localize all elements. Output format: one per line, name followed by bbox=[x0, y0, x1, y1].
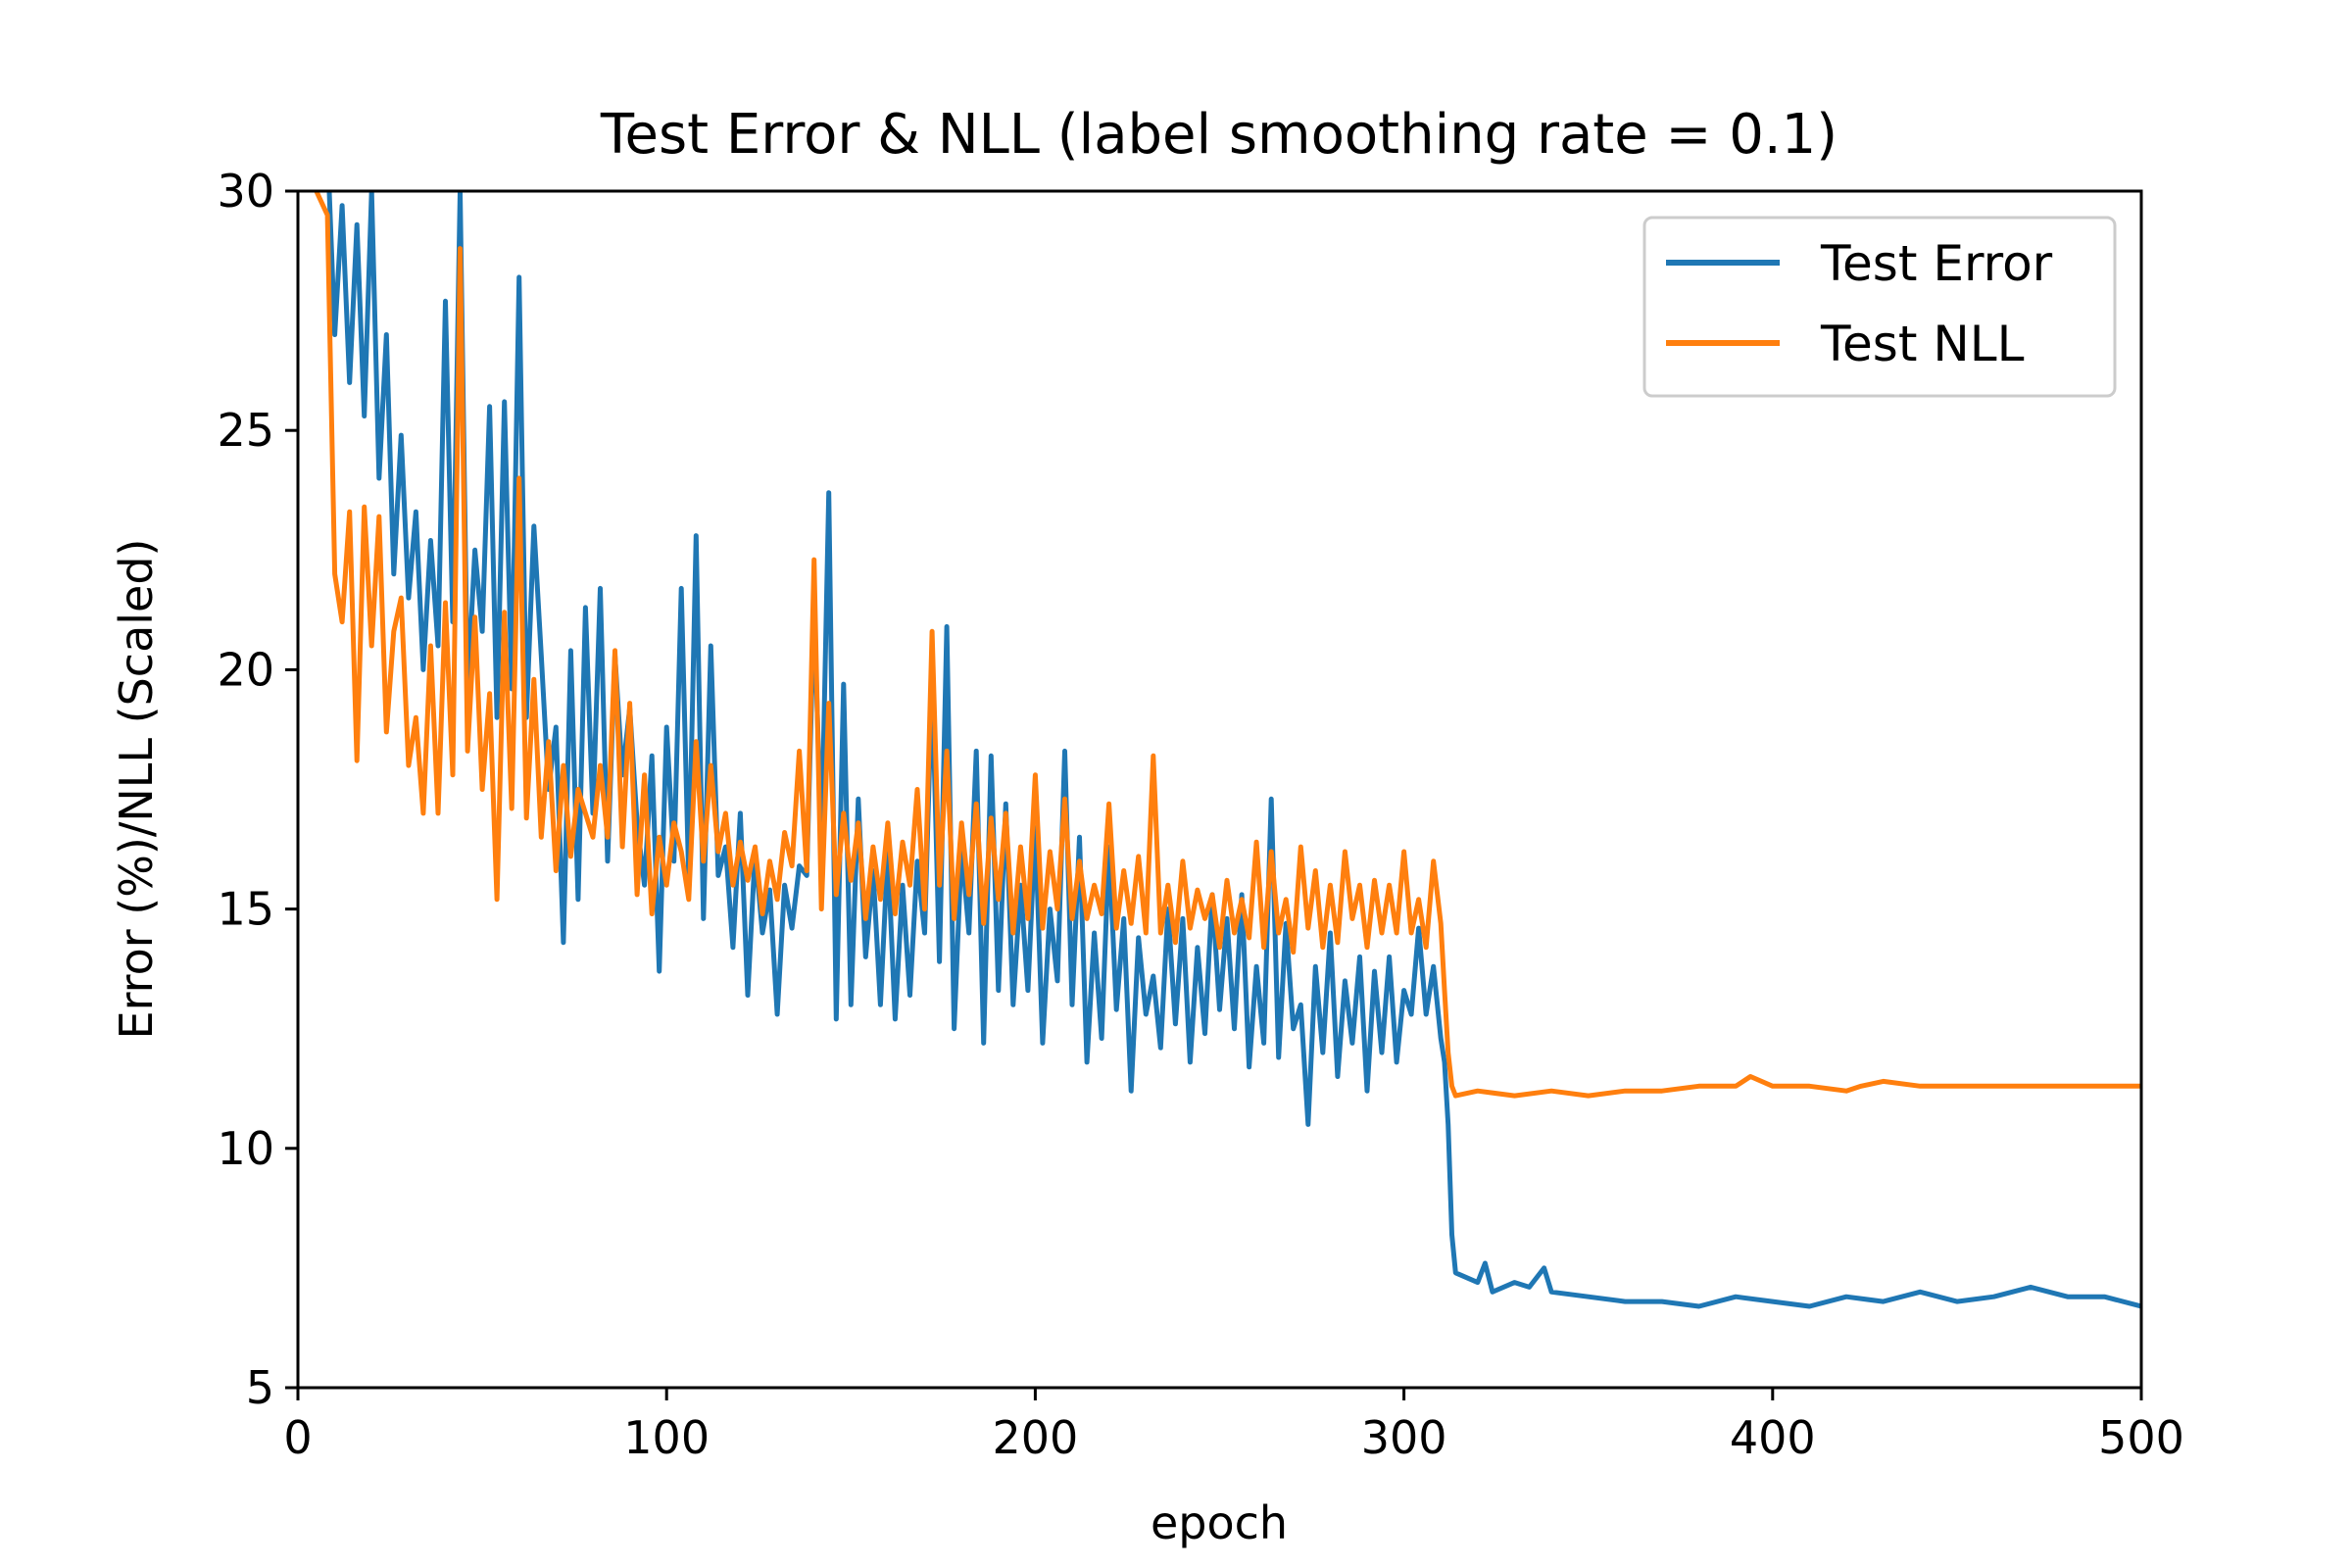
x-axis: 0 100 200 300 400 500 bbox=[283, 1388, 2184, 1464]
x-axis-label: epoch bbox=[1151, 1496, 1288, 1549]
x-tick-label: 0 bbox=[283, 1411, 312, 1464]
y-tick-label: 25 bbox=[217, 404, 274, 457]
legend-label-test-nll: Test NLL bbox=[1820, 316, 2025, 372]
x-tick-label: 300 bbox=[1361, 1411, 1447, 1464]
y-tick-label: 10 bbox=[217, 1122, 274, 1175]
x-tick-label: 200 bbox=[992, 1411, 1078, 1464]
y-axis-label: Error (%)/NLL (Scaled) bbox=[110, 539, 163, 1040]
series-line-test-error bbox=[326, 191, 2141, 1309]
chart-title: Test Error & NLL (label smoothing rate =… bbox=[600, 103, 1838, 167]
legend-label-test-error: Test Error bbox=[1820, 235, 2053, 292]
y-tick-label: 30 bbox=[217, 165, 274, 218]
y-tick-label: 5 bbox=[246, 1361, 274, 1414]
y-axis: 5 10 15 20 25 30 bbox=[217, 165, 298, 1414]
y-tick-label: 15 bbox=[217, 883, 274, 936]
x-tick-label: 500 bbox=[2098, 1411, 2184, 1464]
plot-frame bbox=[296, 189, 2143, 1390]
series-line-test-nll bbox=[314, 191, 2141, 1099]
series-layer bbox=[314, 191, 2141, 1309]
x-tick-label: 100 bbox=[623, 1411, 710, 1464]
legend: Test Error Test NLL bbox=[1642, 216, 2117, 398]
x-tick-label: 400 bbox=[1730, 1411, 1816, 1464]
y-tick-label: 20 bbox=[217, 643, 274, 696]
